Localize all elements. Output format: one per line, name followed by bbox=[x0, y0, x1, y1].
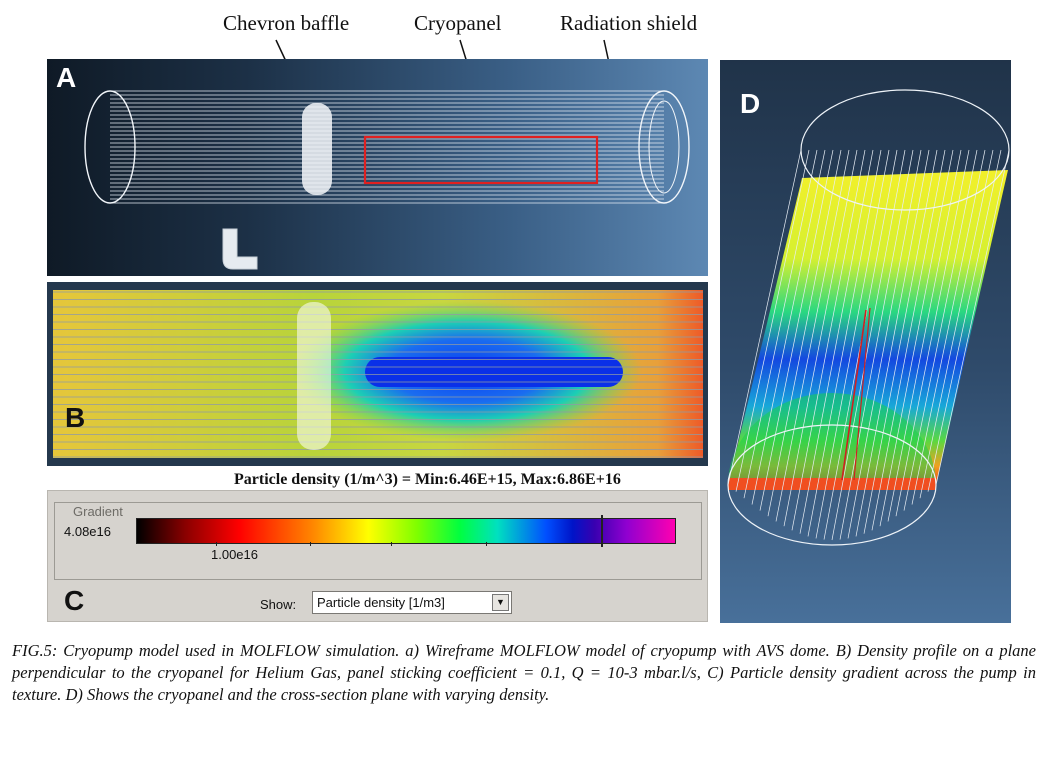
gradient-groupbox: Gradient bbox=[54, 502, 702, 580]
panel-c-gradient: Gradient 4.08e16 1.00e16 C Show: Particl… bbox=[47, 490, 708, 622]
chevron-baffle bbox=[302, 103, 332, 195]
particle-density-label: Particle density (1/m^3) = Min:6.46E+15,… bbox=[234, 471, 621, 488]
cryopanel-box bbox=[363, 135, 599, 185]
panel-d-cross-section: D bbox=[720, 60, 1011, 623]
panel-b-density-profile: B bbox=[47, 282, 708, 466]
callout-cryopanel: Cryopanel bbox=[414, 11, 502, 35]
scale-min-value: 1.00e16 bbox=[211, 547, 258, 562]
color-scale-bar bbox=[136, 518, 676, 544]
panel-letter-b: B bbox=[65, 402, 86, 433]
scale-tick bbox=[310, 542, 311, 546]
wireframe-cryopump bbox=[84, 90, 690, 270]
show-select-value: Particle density [1/m3] bbox=[317, 595, 445, 610]
scale-left-value: 4.08e16 bbox=[64, 524, 111, 539]
gradient-title: Gradient bbox=[69, 504, 127, 519]
figure-caption: FIG.5: Cryopump model used in MOLFLOW si… bbox=[12, 641, 1036, 704]
panel-letter-a: A bbox=[56, 62, 77, 93]
scale-tick bbox=[486, 542, 487, 546]
callout-chevron-baffle: Chevron baffle bbox=[223, 11, 350, 35]
panel-letter-c: C bbox=[64, 585, 85, 616]
show-select[interactable]: Particle density [1/m3] ▼ bbox=[312, 591, 512, 614]
scale-tick bbox=[391, 542, 392, 546]
scale-cursor-marker[interactable] bbox=[601, 515, 603, 547]
panel-a-wireframe: A bbox=[47, 59, 708, 276]
scale-tick bbox=[216, 542, 217, 546]
callout-radiation-shield: Radiation shield bbox=[560, 11, 698, 35]
elbow-pipe bbox=[222, 228, 258, 270]
panel-letter-d: D bbox=[740, 88, 761, 119]
show-label: Show: bbox=[260, 597, 297, 612]
cross-section-view bbox=[727, 89, 1010, 546]
density-profile bbox=[53, 290, 703, 458]
chevron-down-icon[interactable]: ▼ bbox=[492, 594, 509, 611]
